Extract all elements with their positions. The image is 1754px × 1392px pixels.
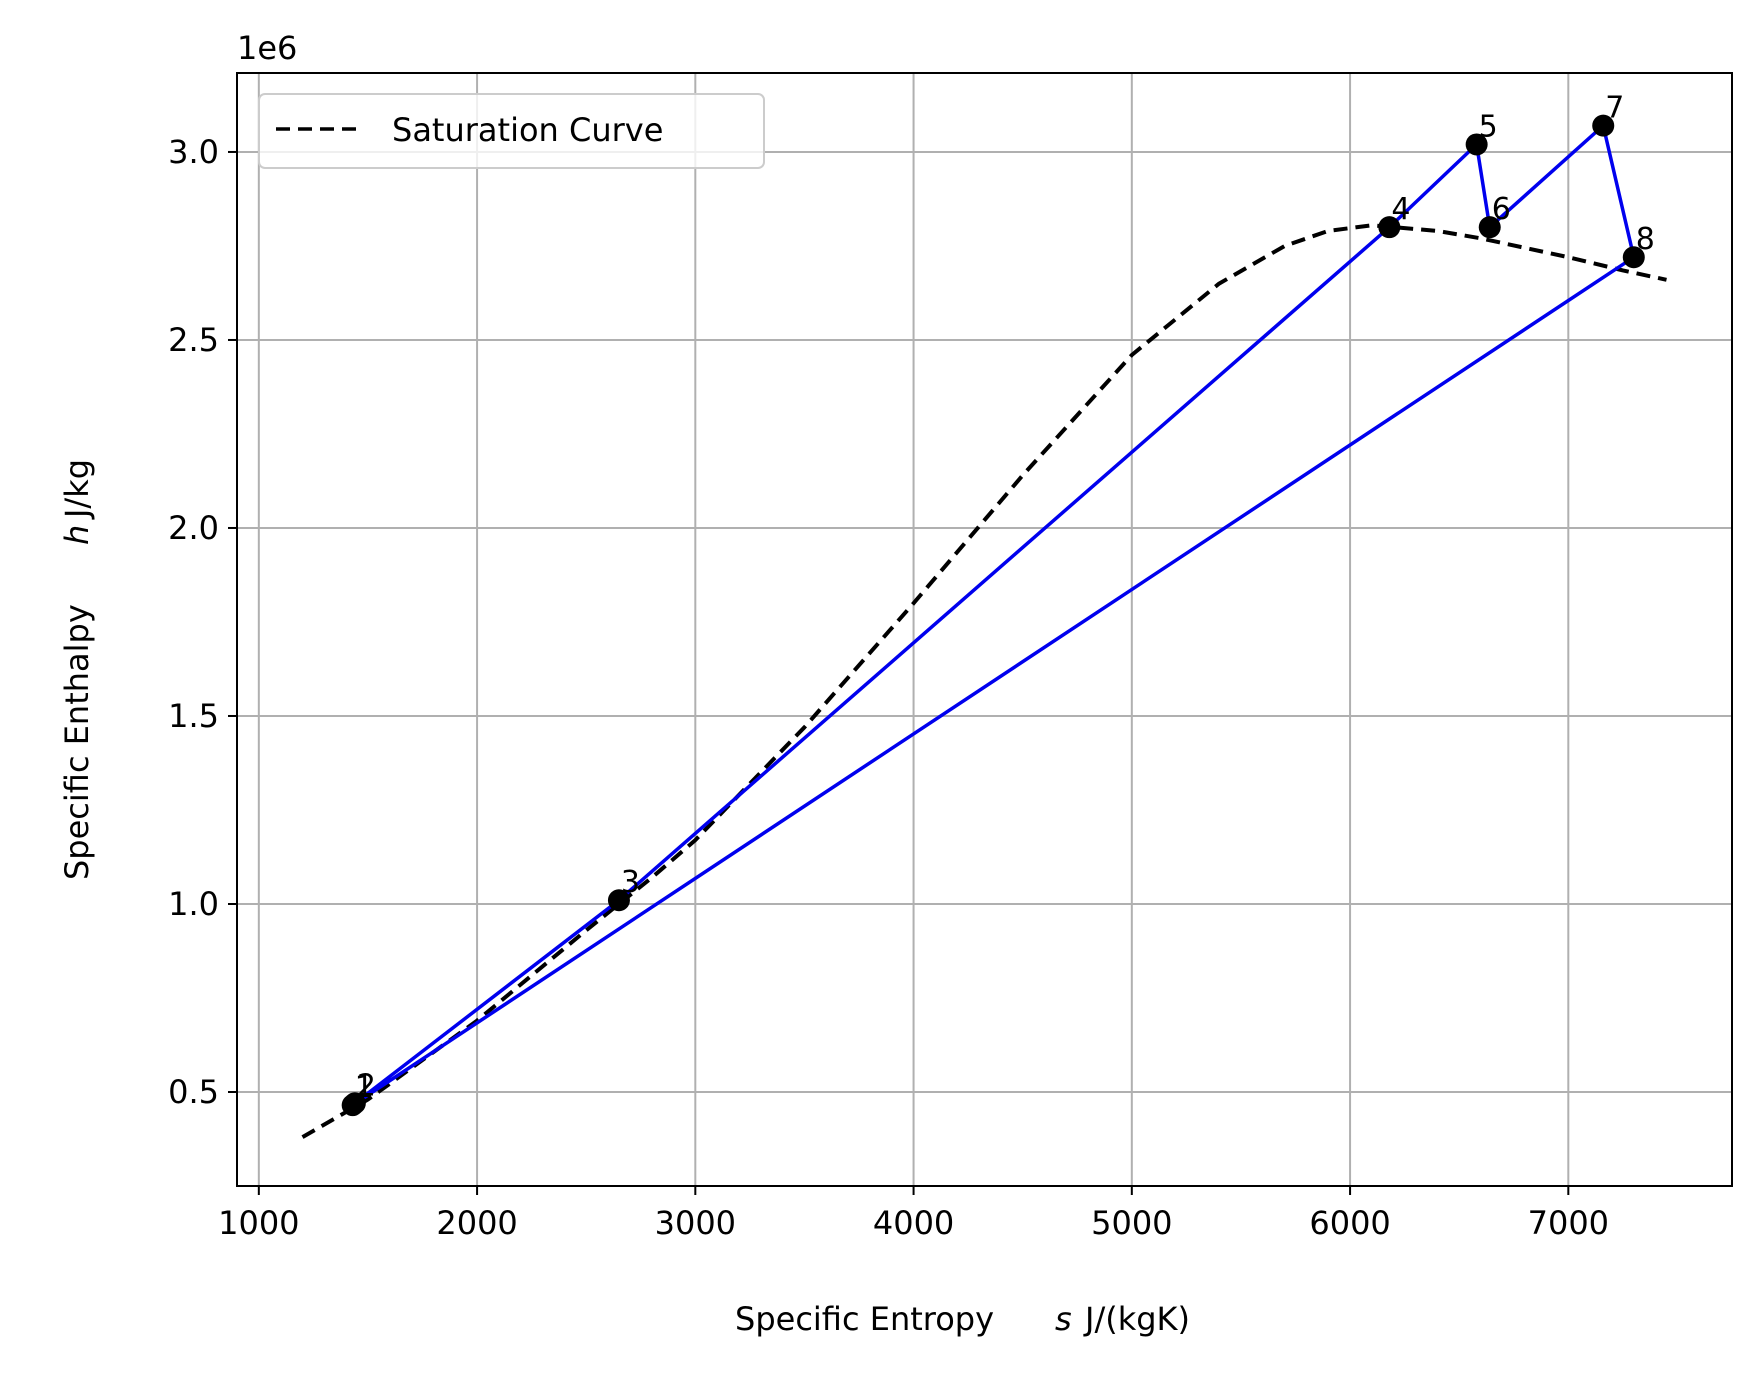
y-tick-label: 2.5 [168,321,219,359]
state-point-7 [1592,114,1615,137]
legend: Saturation Curve [258,93,765,169]
x-tick-label: 6000 [1309,1204,1390,1242]
legend-box [258,93,765,169]
state-point-label-8: 8 [1636,222,1655,257]
saturation-curve-line [301,223,1667,1139]
y-tick-label: 0.5 [168,1073,219,1111]
state-point-label-5: 5 [1479,109,1498,144]
x-axis-label: Specific Entropy s J/(kgK) [735,1300,1190,1338]
state-point-6 [1478,216,1501,239]
y-tick-label: 3.0 [168,133,219,171]
x-tick-label: 5000 [1091,1204,1172,1242]
state-point-2 [343,1092,366,1115]
legend-label-saturation: Saturation Curve [392,111,663,149]
y-axis-label-symbol: h [58,525,96,545]
state-point-label-2: 2 [357,1068,376,1103]
state-point-label-4: 4 [1391,192,1410,227]
state-point-label-6: 6 [1492,192,1511,227]
state-point-8 [1622,246,1645,269]
x-axis-label-unit: J/(kgK) [1083,1300,1190,1338]
grid [237,73,1732,1186]
state-point-4 [1378,216,1401,239]
state-point-5 [1465,133,1488,156]
axes-frame [236,72,1733,1187]
y-tick-label: 1.0 [168,885,219,923]
state-point-3 [607,889,630,912]
y-tick-label: 2.0 [168,509,219,547]
y-offset-text: 1e6 [237,29,297,67]
y-tick-label: 1.5 [168,697,219,735]
state-point-label-3: 3 [621,865,640,900]
x-tick-label: 7000 [1528,1204,1609,1242]
x-tick-label: 2000 [436,1204,517,1242]
x-axis-label-text: Specific Entropy [735,1300,994,1338]
y-axis-label: Specific Enthalpy h J/kg [58,459,96,880]
y-axis-label-unit: J/kg [58,459,96,520]
x-tick-label: 3000 [655,1204,736,1242]
ticks: 1000 2000 3000 4000 5000 6000 7000 0.5 1.0 1.5 2.0… [168,133,1609,1242]
x-tick-label: 1000 [218,1204,299,1242]
x-axis-label-symbol: s [1055,1300,1072,1338]
x-tick-label: 4000 [873,1204,954,1242]
state-point-label-7: 7 [1605,91,1624,126]
y-axis-label-text: Specific Enthalpy [58,604,96,880]
